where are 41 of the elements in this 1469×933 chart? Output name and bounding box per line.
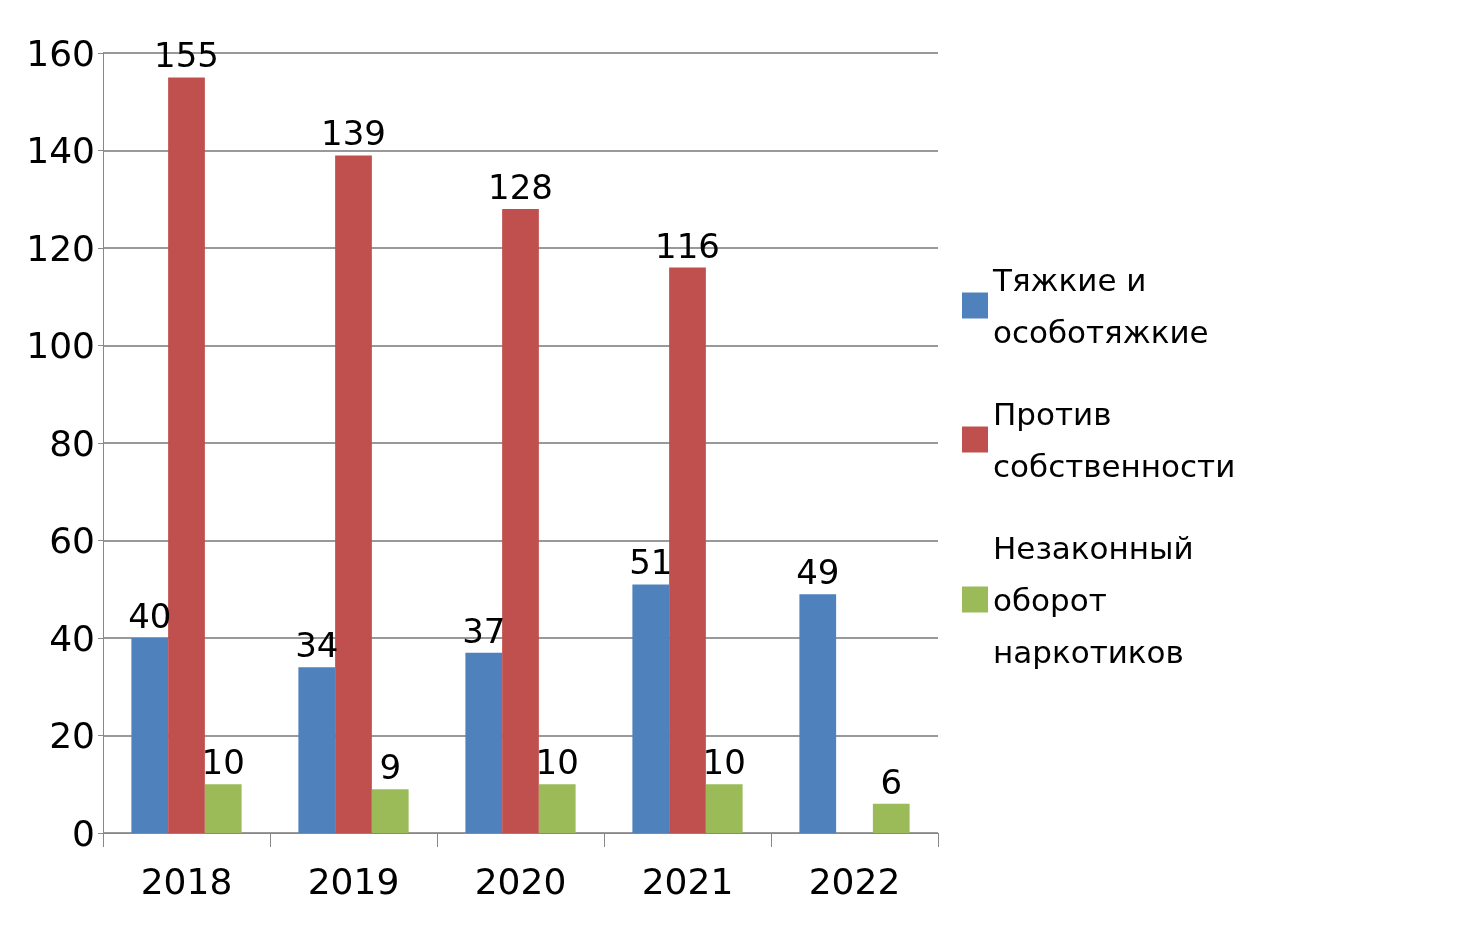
bar — [632, 584, 670, 833]
x-tick-label: 2022 — [808, 860, 901, 902]
data-label: 10 — [702, 742, 746, 783]
bar — [538, 784, 576, 833]
bar — [705, 784, 743, 833]
y-tick-label: 100 — [26, 325, 95, 366]
bar — [872, 803, 910, 833]
x-tick-label: 2021 — [641, 860, 734, 902]
data-label: 9 — [379, 747, 402, 788]
bar — [465, 652, 503, 833]
bar — [131, 638, 169, 833]
x-tick-label: 2018 — [140, 860, 233, 902]
y-tick-label: 0 — [72, 812, 95, 854]
y-tick-label: 60 — [49, 520, 95, 561]
y-tick-label: 40 — [49, 617, 95, 659]
data-label: 139 — [321, 113, 386, 154]
y-tick-label: 80 — [49, 422, 95, 464]
data-label: 128 — [488, 167, 553, 207]
bar — [298, 667, 336, 833]
x-tick-label: 2019 — [307, 860, 400, 902]
legend-label: Против собственности — [993, 395, 1236, 484]
data-label: 49 — [796, 552, 840, 593]
y-tick-label: 120 — [26, 227, 95, 269]
y-tick-label: 20 — [49, 715, 95, 756]
data-label: 10 — [201, 742, 245, 783]
bar — [168, 77, 205, 833]
y-tick-label: 160 — [26, 32, 95, 74]
bar — [502, 209, 539, 833]
data-label: 155 — [154, 35, 219, 76]
bar — [669, 267, 706, 833]
data-label: 10 — [535, 742, 579, 783]
x-tick-label: 2020 — [474, 860, 567, 902]
bar — [335, 155, 372, 833]
legend-label: Незаконный оборот наркотиков — [993, 529, 1204, 670]
y-tick-label: 140 — [26, 130, 95, 171]
legend-label: Тяжкие и особотяжкие — [992, 261, 1209, 350]
bar — [204, 784, 242, 833]
bar — [371, 789, 409, 833]
bar — [799, 594, 837, 833]
data-label: 116 — [655, 225, 720, 266]
data-label: 6 — [880, 761, 903, 802]
